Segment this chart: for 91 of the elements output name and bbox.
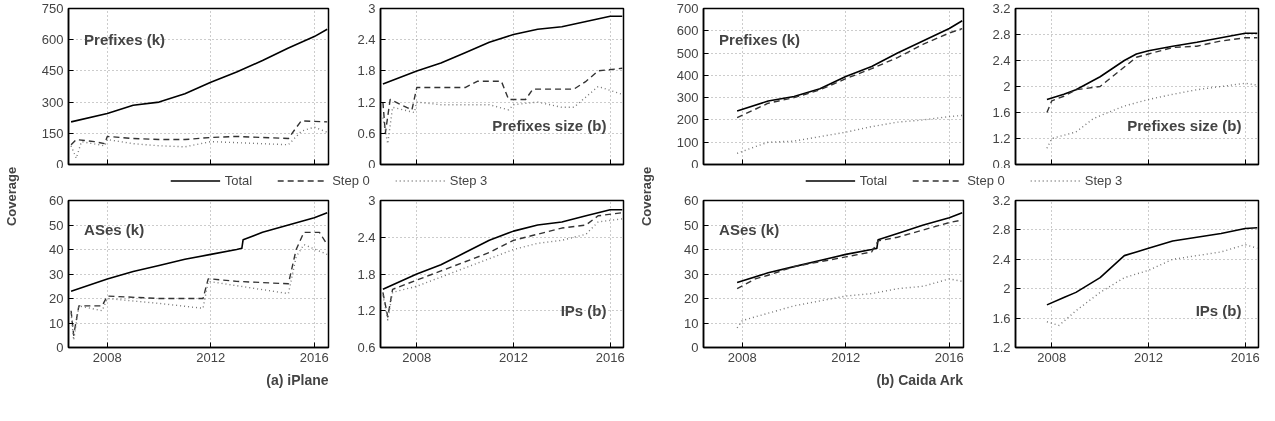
y-tick-label: 200 [676, 112, 699, 128]
line-series [1046, 82, 1258, 149]
legend-label: Step 3 [449, 172, 488, 188]
y-tick-label: 10 [684, 315, 699, 331]
x-tick-label: 2012 [1134, 349, 1163, 365]
x-tick-label: 2008 [92, 349, 122, 365]
y-tick-label: 1.8 [357, 63, 376, 79]
y-tick-label: 2.4 [992, 251, 1011, 267]
y-tick-label: 30 [684, 266, 699, 282]
line-series [70, 126, 328, 159]
y-tick-label: 2.8 [992, 222, 1011, 238]
y-tick-label: 1.2 [992, 131, 1011, 146]
annotation: Prefixes size (b) [1127, 117, 1242, 134]
y-tick-label: 450 [41, 63, 64, 79]
y-tick-label: 20 [684, 291, 699, 306]
annotation: IPs (b) [1195, 302, 1242, 320]
y-tick-label: 400 [676, 67, 699, 83]
y-tick-label: 20 [49, 291, 64, 306]
y-tick-label: 60 [684, 193, 699, 208]
y-tick-label: 0 [368, 156, 376, 172]
y-tick-label: 0.6 [357, 125, 376, 141]
y-tick-label: 0.6 [357, 340, 376, 355]
y-tick-label: 0 [691, 156, 699, 172]
line-series [736, 114, 963, 155]
y-tick-label: 1.2 [992, 340, 1011, 355]
y-tick-label: 3.2 [992, 1, 1011, 16]
y-tick-label: 0 [56, 156, 64, 172]
y-tick-label: 1.6 [992, 105, 1011, 120]
x-tick-label: 2012 [831, 349, 861, 365]
y-tick-label: 2.4 [357, 32, 376, 48]
y-tick-label: 1.2 [357, 94, 376, 110]
line-series [70, 243, 328, 341]
annotation: Prefixes (k) [84, 31, 165, 49]
x-tick-label: 2016 [934, 349, 964, 365]
line-series [382, 67, 623, 134]
y-tick-label: 3 [368, 1, 376, 16]
y-tick-label: 40 [49, 242, 64, 257]
y-tick-label: 2.8 [992, 27, 1011, 42]
text: (a) iPlane [266, 371, 329, 388]
y-tick-label: 300 [41, 94, 64, 110]
y-tick-label: 60 [49, 193, 64, 208]
y-tick-label: 30 [49, 266, 64, 282]
annotation: Prefixes (k) [719, 31, 800, 49]
y-tick-label: 1.6 [992, 310, 1011, 326]
y-tick-label: 0.8 [992, 156, 1011, 172]
x-tick-label: 2012 [196, 349, 226, 365]
legend-label: Step 0 [967, 172, 1005, 188]
x-tick-label: 2016 [1230, 349, 1260, 365]
annotation: ASes (k) [719, 221, 780, 239]
x-tick-label: 2016 [595, 349, 625, 365]
y-tick-label: 0 [56, 340, 64, 355]
y-axis-title: Coverage [4, 166, 19, 227]
y-tick-label: 3.2 [992, 193, 1011, 208]
y-tick-label: 1.8 [357, 266, 376, 282]
x-tick-label: 2008 [402, 349, 432, 365]
legend-label: Step 3 [1084, 172, 1123, 188]
y-tick-label: 2.4 [992, 53, 1011, 68]
annotation: IPs (b) [560, 302, 607, 320]
y-tick-label: 2 [1003, 281, 1011, 297]
legend-label: Total [224, 172, 253, 188]
y-tick-label: 2.4 [357, 229, 376, 245]
line-series [736, 278, 963, 329]
y-tick-label: 600 [41, 32, 64, 48]
x-tick-label: 2016 [299, 349, 329, 365]
annotation: ASes (k) [84, 221, 145, 239]
y-tick-label: 50 [684, 217, 699, 233]
y-axis-title: Coverage [639, 166, 654, 227]
y-tick-label: 100 [676, 134, 699, 150]
text: (b) Caida Ark [876, 371, 964, 388]
legend-label: Total [859, 172, 888, 188]
x-tick-label: 2012 [499, 349, 528, 365]
annotation: Prefixes size (b) [492, 117, 607, 134]
y-tick-label: 10 [49, 315, 64, 331]
line-series [1046, 37, 1258, 114]
x-tick-label: 2008 [1037, 349, 1067, 365]
y-tick-label: 300 [676, 90, 699, 106]
y-tick-label: 40 [684, 242, 699, 257]
y-tick-label: 50 [49, 217, 64, 233]
line-series [382, 85, 623, 145]
y-tick-label: 600 [676, 23, 699, 39]
y-tick-label: 750 [41, 1, 64, 16]
y-tick-label: 3 [368, 193, 376, 208]
y-tick-label: 2 [1003, 79, 1011, 94]
y-tick-label: 0 [691, 340, 699, 355]
y-tick-label: 150 [41, 125, 64, 141]
y-tick-label: 500 [676, 45, 699, 61]
y-tick-label: 700 [676, 1, 699, 16]
x-tick-label: 2008 [727, 349, 757, 365]
y-tick-label: 1.2 [357, 303, 376, 319]
legend-label: Step 0 [332, 172, 370, 188]
line-series [70, 120, 328, 146]
